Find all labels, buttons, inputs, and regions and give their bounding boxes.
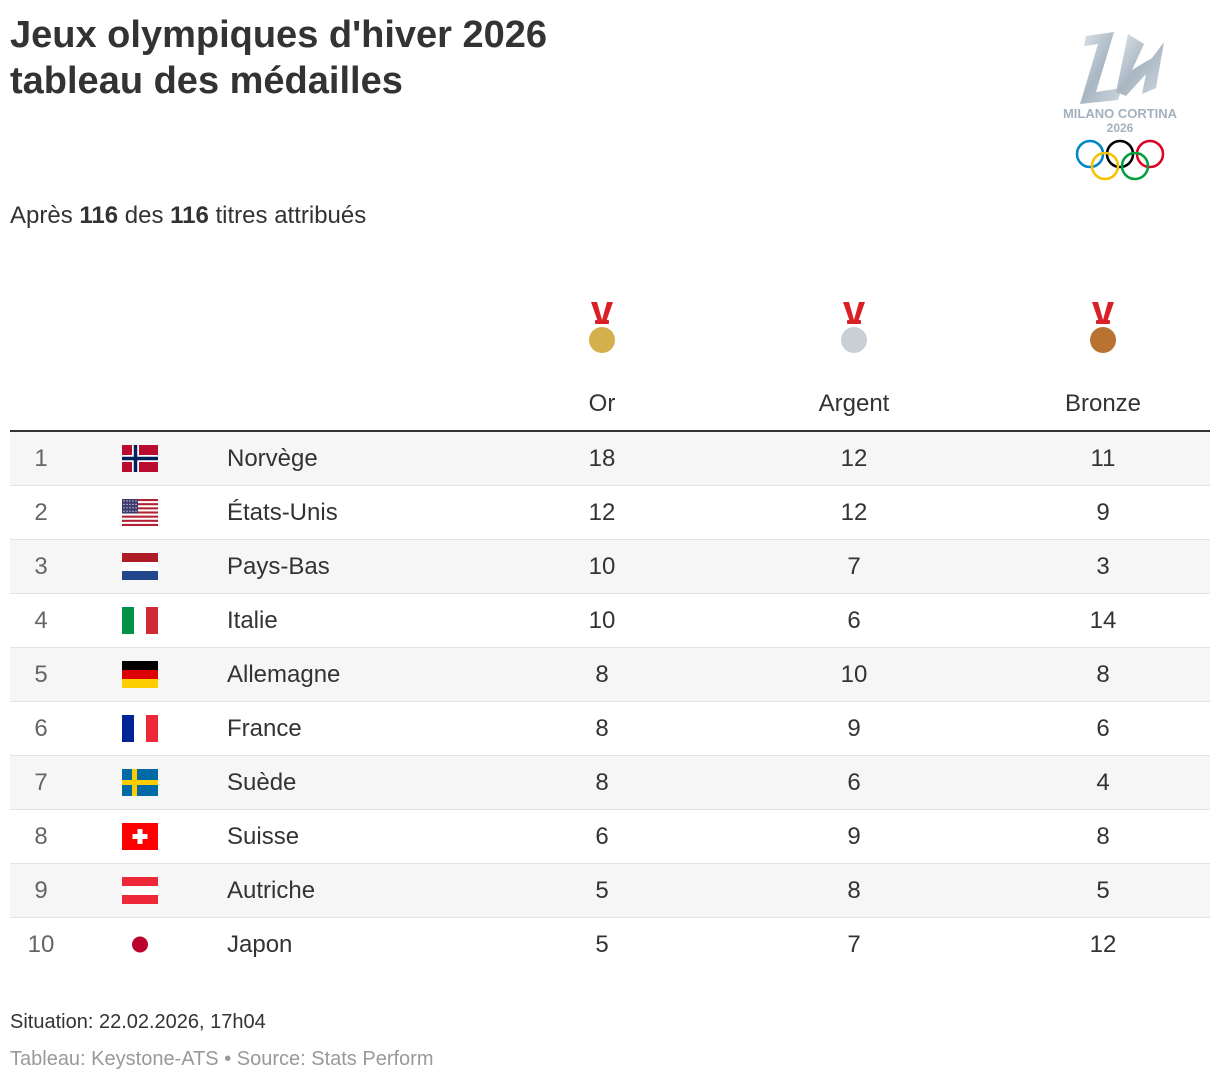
awarded-count: 116 bbox=[79, 202, 119, 229]
bronze-count: 5 bbox=[1096, 877, 1110, 904]
gold-count: 10 bbox=[588, 607, 616, 634]
subtitle-mid: des bbox=[118, 202, 171, 229]
italy-flag-icon bbox=[122, 607, 158, 634]
bronze-count: 12 bbox=[1089, 931, 1117, 958]
rank-cell: 5 bbox=[34, 661, 48, 688]
column-header-bronze: Bronze bbox=[1064, 390, 1142, 417]
gold-count: 5 bbox=[595, 931, 609, 958]
rank-cell: 9 bbox=[34, 877, 48, 904]
silver-count: 7 bbox=[847, 931, 861, 958]
gold-count: 12 bbox=[588, 499, 616, 526]
table-row: 2 États-Unis 12 12 9 bbox=[10, 486, 1210, 540]
table-row: 4 Italie 10 6 14 bbox=[10, 594, 1210, 648]
bronze-count: 9 bbox=[1096, 499, 1110, 526]
country-cell: Norvège bbox=[227, 445, 318, 472]
gold-count: 5 bbox=[595, 877, 609, 904]
silver-count: 6 bbox=[847, 769, 861, 796]
country-cell: États-Unis bbox=[227, 499, 338, 526]
silver-count: 12 bbox=[840, 499, 868, 526]
country-cell: Suisse bbox=[227, 823, 300, 850]
bronze-count: 8 bbox=[1096, 661, 1110, 688]
table-row: 9 Autriche 5 8 5 bbox=[10, 864, 1210, 918]
gold-count: 10 bbox=[588, 553, 616, 580]
bronze-count: 8 bbox=[1096, 823, 1110, 850]
france-flag-icon bbox=[122, 715, 158, 742]
norway-flag-icon bbox=[122, 445, 158, 472]
switzerland-flag-icon bbox=[122, 823, 158, 850]
table-row: 6 France 8 9 6 bbox=[10, 702, 1210, 756]
sweden-flag-icon bbox=[122, 769, 158, 796]
rank-cell: 7 bbox=[34, 769, 48, 796]
bronze-count: 14 bbox=[1089, 607, 1117, 634]
country-cell: Japon bbox=[227, 931, 293, 958]
japan-flag-icon bbox=[122, 931, 158, 958]
silver-count: 7 bbox=[847, 553, 861, 580]
germany-flag-icon bbox=[122, 661, 158, 688]
bronze-count: 11 bbox=[1090, 445, 1116, 472]
bronze-count: 6 bbox=[1096, 715, 1110, 742]
table-row: 5 Allemagne 8 10 8 bbox=[10, 648, 1210, 702]
usa-flag-icon bbox=[122, 499, 158, 526]
silver-count: 6 bbox=[847, 607, 861, 634]
netherlands-flag-icon bbox=[122, 553, 158, 580]
gold-medal-icon bbox=[589, 302, 615, 353]
silver-count: 9 bbox=[847, 823, 861, 850]
column-header-gold: Or bbox=[588, 390, 616, 417]
rank-cell: 2 bbox=[34, 499, 48, 526]
header-divider bbox=[10, 430, 1210, 432]
silver-count: 12 bbox=[840, 445, 868, 472]
subtitle-prefix: Après bbox=[10, 202, 80, 229]
page-title: Jeux olympiques d'hiver 2026 tableau des… bbox=[10, 12, 547, 104]
silver-count: 9 bbox=[847, 715, 861, 742]
logo-text: MILANO CORTINA bbox=[1063, 106, 1178, 121]
gold-count: 8 bbox=[595, 715, 609, 742]
table-row: 10 Japon 5 7 12 bbox=[10, 918, 1210, 971]
table-row: 1 Norvège 18 12 11 bbox=[10, 432, 1210, 486]
rank-cell: 8 bbox=[34, 823, 48, 850]
austria-flag-icon bbox=[122, 877, 158, 904]
gold-count: 18 bbox=[588, 445, 616, 472]
rank-cell: 3 bbox=[34, 553, 48, 580]
gold-count: 6 bbox=[595, 823, 609, 850]
bronze-count: 4 bbox=[1096, 769, 1110, 796]
table-row: 8 Suisse 6 9 8 bbox=[10, 810, 1210, 864]
footer-source: Tableau: Keystone-ATS • Source: Stats Pe… bbox=[10, 1048, 434, 1070]
rank-cell: 1 bbox=[34, 445, 48, 472]
country-cell: Suède bbox=[227, 769, 297, 796]
rank-cell: 6 bbox=[34, 715, 48, 742]
rank-cell: 10 bbox=[27, 931, 55, 958]
rank-cell: 4 bbox=[34, 607, 48, 634]
country-cell: Autriche bbox=[227, 877, 316, 904]
table-row: 3 Pays-Bas 10 7 3 bbox=[10, 540, 1210, 594]
gold-count: 8 bbox=[595, 661, 609, 688]
medal-table: 1 Norvège 18 12 11 2 États-Unis 12 12 9 3 Pays-Bas 1… bbox=[10, 432, 1210, 971]
logo-year: 2026 bbox=[1107, 121, 1134, 135]
bronze-count: 3 bbox=[1096, 553, 1110, 580]
bronze-medal-icon bbox=[1090, 302, 1116, 353]
column-header-silver: Argent bbox=[818, 390, 890, 417]
country-cell: Allemagne bbox=[227, 661, 341, 688]
title-line-1: Jeux olympiques d'hiver 2026 bbox=[10, 14, 548, 56]
silver-count: 10 bbox=[840, 661, 868, 688]
country-cell: France bbox=[227, 715, 302, 742]
table-row: 7 Suède 8 6 4 bbox=[10, 756, 1210, 810]
gold-count: 8 bbox=[595, 769, 609, 796]
country-cell: Italie bbox=[227, 607, 278, 634]
subtitle-suffix: titres attribués bbox=[208, 202, 367, 229]
milano-cortina-logo: MILANO CORTINA 2026 bbox=[1063, 32, 1178, 181]
olympic-rings-icon bbox=[1075, 139, 1165, 181]
title-line-2: tableau des médailles bbox=[10, 60, 403, 102]
country-cell: Pays-Bas bbox=[227, 553, 330, 580]
total-count: 116 bbox=[170, 202, 209, 229]
silver-medal-icon bbox=[841, 302, 867, 353]
silver-count: 8 bbox=[847, 877, 861, 904]
subtitle: Après 116 des 116 titres attribués bbox=[10, 202, 366, 230]
footer-date: Situation: 22.02.2026, 17h04 bbox=[10, 1011, 266, 1033]
